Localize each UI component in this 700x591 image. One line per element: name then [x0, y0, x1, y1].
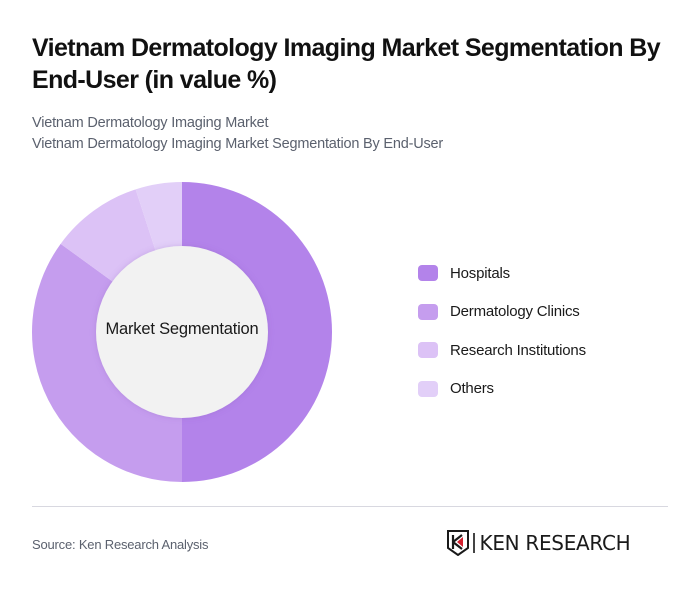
- chart-legend: Hospitals Dermatology Clinics Research I…: [418, 263, 586, 417]
- donut-slice-hospitals[interactable]: [182, 182, 332, 482]
- source-note: Source: Ken Research Analysis: [32, 537, 209, 552]
- legend-swatch-icon: [418, 342, 438, 358]
- legend-swatch-icon: [418, 265, 438, 281]
- donut-slice-dermatology-clinics[interactable]: [32, 243, 182, 482]
- legend-swatch-icon: [418, 380, 438, 397]
- chart-title: Vietnam Dermatology Imaging Market Segme…: [32, 34, 661, 94]
- legend-swatch-icon: [418, 303, 438, 320]
- legend-item-hospitals[interactable]: Hospitals: [418, 263, 586, 283]
- footer-divider: [32, 506, 668, 507]
- legend-label: Hospitals: [450, 264, 510, 282]
- chart-subtitle: Vietnam Dermatology Imaging Market Vietn…: [32, 113, 443, 155]
- legend-label: Dermatology Clinics: [450, 303, 580, 320]
- legend-item-dermatology-clinics[interactable]: Dermatology Clinics: [418, 302, 586, 322]
- donut-center-label: Market Segmentation: [105, 320, 259, 338]
- subtitle-line-1: Vietnam Dermatology Imaging Market: [32, 115, 269, 131]
- legend-label: Others: [450, 380, 494, 397]
- ken-research-shield-icon: [447, 530, 469, 556]
- legend-label: Research Institutions: [450, 341, 586, 359]
- ken-research-logo: KEN RESEARCH: [447, 530, 631, 556]
- donut-slice-others[interactable]: [135, 182, 182, 253]
- donut-hole: [96, 246, 268, 418]
- legend-item-research-institutions[interactable]: Research Institutions: [418, 340, 586, 360]
- subtitle-line-2: Vietnam Dermatology Imaging Market Segme…: [32, 136, 444, 152]
- logo-separator: [473, 533, 475, 553]
- logo-text: KEN RESEARCH: [479, 531, 631, 555]
- donut-chart: [32, 182, 332, 482]
- legend-item-others[interactable]: Others: [418, 379, 586, 399]
- donut-slice-research-institutions[interactable]: [60, 189, 157, 283]
